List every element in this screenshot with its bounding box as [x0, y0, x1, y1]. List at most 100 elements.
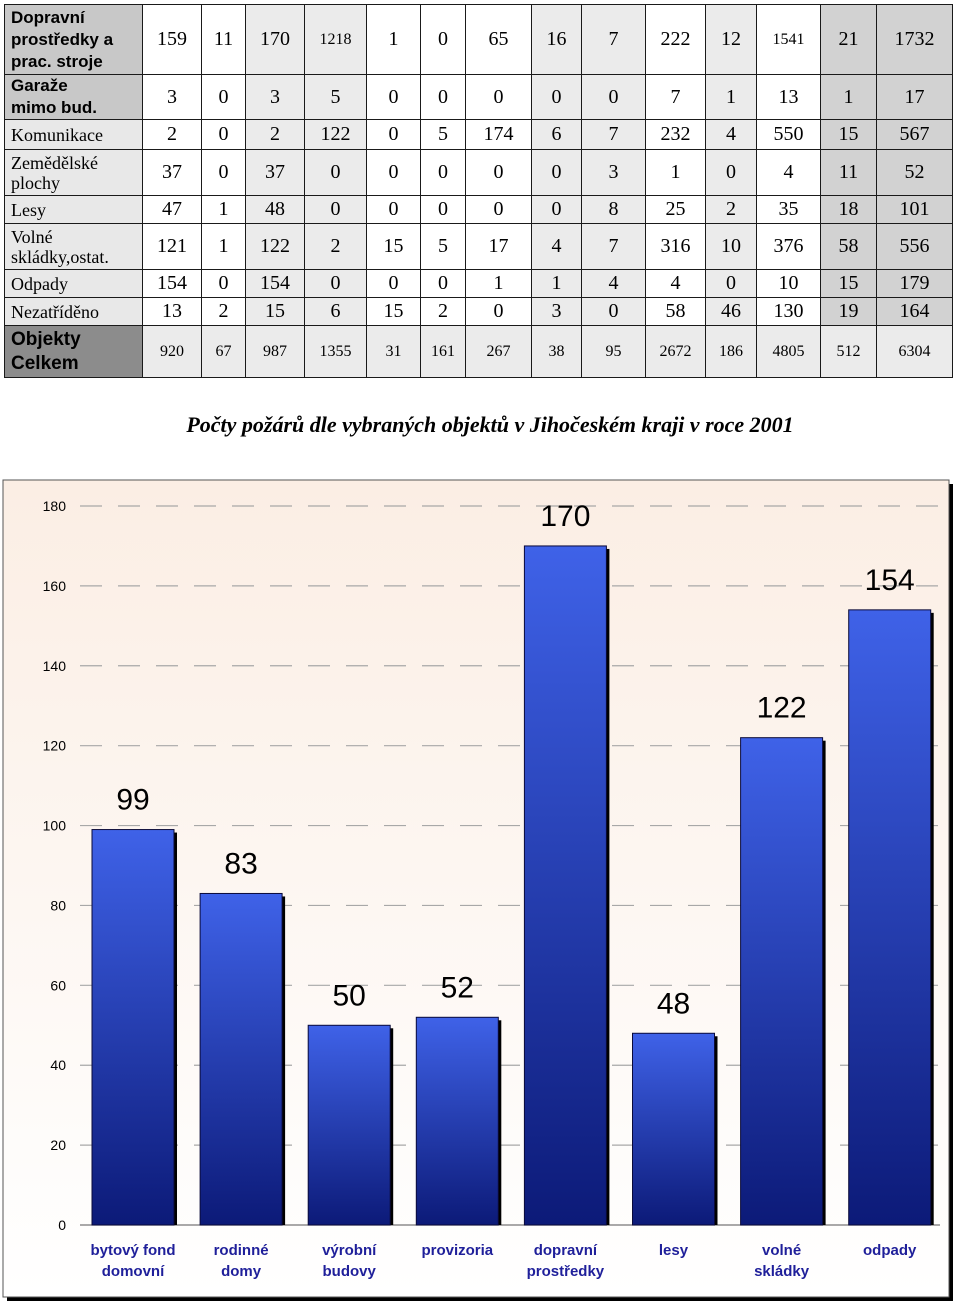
- bar-data-label: 83: [224, 847, 257, 880]
- table-cell: 11: [201, 4, 246, 75]
- table-cell: 170: [245, 4, 305, 75]
- table-cell: 1: [645, 149, 706, 196]
- table-cell: 2: [201, 297, 246, 326]
- table-cell: 0: [581, 74, 646, 120]
- table-cell: 0: [465, 297, 532, 326]
- category-label-line: skládky: [754, 1263, 810, 1280]
- table-cell: 987: [245, 325, 305, 378]
- fire-statistics-table: Dopravní prostředky a prac. stroje 159 11 170…: [4, 4, 953, 378]
- table-cell: 2: [245, 119, 305, 150]
- category-label-line: budovy: [323, 1263, 377, 1280]
- table-cell: 101: [876, 195, 953, 224]
- table-cell: 65: [465, 4, 532, 75]
- table-cell: 0: [201, 269, 246, 298]
- table-cell: 0: [304, 149, 367, 196]
- row-label-line: Volné: [11, 226, 53, 247]
- table-cell: 17: [876, 74, 953, 120]
- y-tick-label: 120: [43, 738, 67, 754]
- table-cell: 3: [581, 149, 646, 196]
- table-cell: 0: [705, 149, 757, 196]
- table-cell: 0: [465, 74, 532, 120]
- category-label-line: domy: [221, 1263, 262, 1280]
- table-cell: 37: [245, 149, 305, 196]
- table-cell: 0: [420, 149, 466, 196]
- table-cell: 1: [366, 4, 421, 75]
- table-cell: 1: [465, 269, 532, 298]
- category-label-line: prostředky: [527, 1263, 605, 1280]
- table-cell: 164: [876, 297, 953, 326]
- category-label-line: výrobní: [322, 1242, 377, 1259]
- row-label: Lesy: [4, 195, 143, 224]
- table-cell: 174: [465, 119, 532, 150]
- table-cell: 232: [645, 119, 706, 150]
- y-tick-label: 140: [43, 658, 67, 674]
- table-cell: 0: [366, 119, 421, 150]
- table-cell: 0: [531, 195, 582, 224]
- table-cell: 556: [876, 223, 953, 270]
- bar: [632, 1032, 715, 1226]
- table-row: Nezatříděno 13 2 15 6 15 2 0 3 0 58 46 130 19 164: [4, 297, 953, 326]
- table-cell: 12: [705, 4, 757, 75]
- bar: [199, 892, 283, 1226]
- table-cell: 122: [304, 119, 367, 150]
- table-cell: 161: [420, 325, 466, 378]
- table-cell: 1: [201, 195, 246, 224]
- table-cell: 4: [531, 223, 582, 270]
- table-cell: 567: [876, 119, 953, 150]
- table-cell: 159: [142, 4, 202, 75]
- y-tick-label: 100: [43, 818, 67, 834]
- table-cell: 67: [201, 325, 246, 378]
- row-label: Dopravní prostředky a prac. stroje: [4, 4, 143, 75]
- category-label-line: rodinné: [214, 1242, 269, 1259]
- table-cell: 2: [705, 195, 757, 224]
- table-cell: 4: [645, 269, 706, 298]
- row-label-line: plochy: [11, 172, 60, 193]
- table-cell: 17: [465, 223, 532, 270]
- table-cell: 4: [756, 149, 821, 196]
- table-cell: 4: [581, 269, 646, 298]
- table-cell: 1355: [304, 325, 367, 378]
- table-cell: 154: [245, 269, 305, 298]
- table-row: Lesy 47 1 48 0 0 0 0 0 8 25 2 35 18 101: [4, 195, 953, 224]
- row-label: Garaže mimo bud.: [4, 74, 143, 120]
- table-cell: 222: [645, 4, 706, 75]
- table-cell: 21: [820, 4, 877, 75]
- y-tick-label: 60: [50, 977, 66, 993]
- table-cell: 512: [820, 325, 877, 378]
- table-cell: 0: [420, 195, 466, 224]
- y-tick-label: 0: [58, 1217, 66, 1233]
- table-cell: 5: [420, 119, 466, 150]
- table-cell: 3: [245, 74, 305, 120]
- table-cell: 25: [645, 195, 706, 224]
- table-cell: 550: [756, 119, 821, 150]
- row-label: Komunikace: [4, 119, 143, 150]
- row-label-line: mimo bud.: [11, 98, 97, 117]
- table-cell: 7: [581, 119, 646, 150]
- table-cell: 1732: [876, 4, 953, 75]
- y-tick-label: 180: [43, 498, 67, 514]
- row-label: Zemědělské plochy: [4, 149, 143, 196]
- table-cell: 15: [820, 269, 877, 298]
- table-cell: 920: [142, 325, 202, 378]
- table-cell: 0: [531, 74, 582, 120]
- category-label-line: domovní: [102, 1263, 165, 1280]
- table-cell: 0: [304, 269, 367, 298]
- table-cell: 0: [420, 4, 466, 75]
- table-cell: 7: [581, 223, 646, 270]
- table-cell: 6: [304, 297, 367, 326]
- table-cell: 4: [705, 119, 757, 150]
- table-cell: 2: [142, 119, 202, 150]
- table-row: Zemědělské plochy 37 0 37 0 0 0 0 0 3 1 0 4 11 52: [4, 149, 953, 196]
- category-label-line: bytový fond: [91, 1242, 176, 1259]
- row-label-line: Objekty: [11, 328, 81, 350]
- table-cell: 3: [142, 74, 202, 120]
- table-cell: 7: [645, 74, 706, 120]
- row-label: Objekty Celkem: [4, 325, 143, 378]
- category-label: provizoria: [421, 1242, 493, 1259]
- bar-data-label: 52: [441, 971, 474, 1004]
- category-label: rodinné domy: [214, 1242, 269, 1280]
- table-cell: 5: [304, 74, 367, 120]
- table-cell: 2: [420, 297, 466, 326]
- table-cell: 10: [705, 223, 757, 270]
- row-label-line: Zemědělské: [11, 152, 98, 173]
